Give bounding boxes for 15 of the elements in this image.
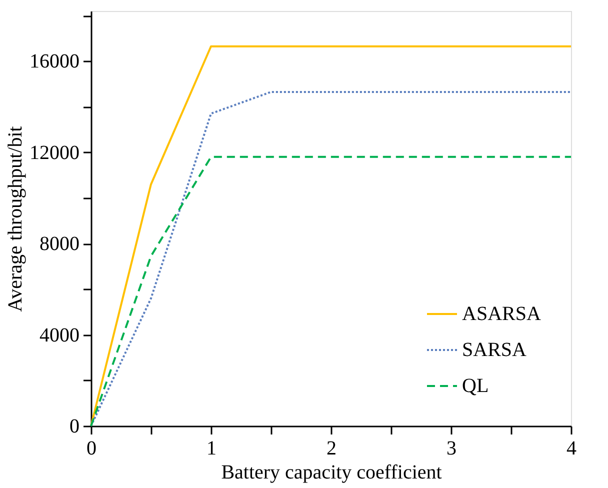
legend-label: ASARSA — [462, 303, 542, 325]
legend-label: SARSA — [462, 339, 528, 361]
x-tick-label: 2 — [326, 438, 336, 460]
x-tick-label: 1 — [206, 438, 216, 460]
x-tick-label: 4 — [566, 438, 576, 460]
legend-label: QL — [462, 375, 489, 397]
y-tick-label: 0 — [70, 416, 80, 438]
y-tick-label: 8000 — [40, 233, 80, 256]
x-tick-label: 0 — [86, 438, 96, 460]
x-tick-label: 3 — [446, 438, 456, 460]
x-axis-title: Battery capacity coefficient — [221, 462, 442, 484]
y-axis-title: Average throughput/bit — [4, 126, 26, 312]
y-tick-label: 16000 — [30, 50, 80, 73]
y-tick-label: 4000 — [40, 324, 80, 346]
y-tick-label: 12000 — [30, 142, 80, 164]
